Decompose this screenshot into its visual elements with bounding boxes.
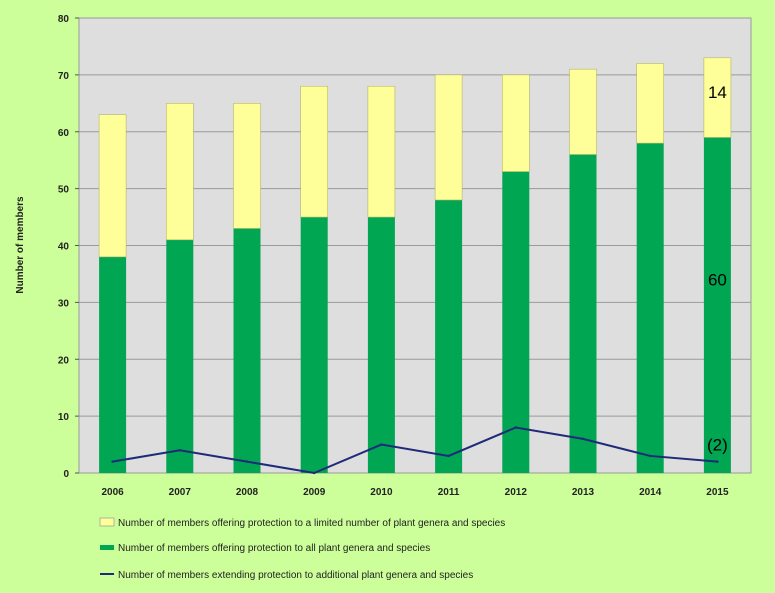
line-point-2011 — [447, 454, 450, 458]
legend-swatch-all — [100, 545, 114, 550]
line-series — [111, 426, 719, 475]
bar-limited-2011 — [434, 74, 463, 201]
x-tick-label-2012: 2012 — [505, 487, 528, 498]
x-tick-label-2008: 2008 — [236, 487, 259, 498]
bar-limited-2007 — [166, 103, 194, 241]
y-tick-label-50: 50 — [58, 185, 70, 196]
bar-all-2015 — [703, 137, 731, 473]
line-point-2014 — [649, 454, 652, 458]
line-point-2012 — [514, 426, 517, 429]
bar-limited-2010 — [367, 85, 396, 218]
legend-label-all: Number of members offering protection to… — [118, 543, 430, 554]
bar-limited-2009 — [300, 85, 329, 218]
y-tick-label-40: 40 — [58, 242, 70, 253]
bar-all-2014 — [636, 143, 664, 473]
bar-limited-2013 — [569, 68, 597, 155]
legend-swatch-limited — [99, 517, 115, 527]
bar-all-2011 — [435, 200, 463, 473]
x-tick-label-2013: 2013 — [572, 487, 595, 498]
x-tick-label-2009: 2009 — [303, 487, 326, 498]
x-axis: 2006 2007 2008 2009 2010 2011 2012 2013 2014 2015 — [101, 487, 728, 498]
y-axis-label: Number of members — [15, 196, 26, 294]
y-tick-label-10: 10 — [58, 412, 70, 423]
y-tick-label-80: 80 — [58, 14, 70, 25]
bar-limited-2012 — [501, 74, 530, 172]
bar-limited-2006 — [98, 114, 127, 258]
x-tick-label-2010: 2010 — [370, 487, 393, 498]
line-point-2008 — [245, 460, 249, 463]
legend-label-limited: Number of members offering protection to… — [118, 518, 505, 529]
y-axis: 0 10 20 30 40 50 60 70 80 — [58, 14, 79, 480]
y-tick-label-30: 30 — [58, 298, 70, 309]
bar-all-2006 — [99, 256, 127, 473]
y-tick-label-20: 20 — [58, 355, 70, 366]
legend-label-additional: Number of members extending protection t… — [118, 570, 473, 581]
line-point-2013 — [581, 437, 585, 441]
annotations: 14 60 (2) — [707, 83, 728, 455]
bar-all-2012 — [502, 171, 530, 473]
bar-limited-2015 — [703, 57, 732, 138]
legend-item-limited: Number of members offering protection to… — [99, 517, 505, 529]
bar-limited-2014 — [636, 63, 665, 144]
bar-all-2007 — [166, 239, 194, 473]
legend-item-additional: Number of members extending protection t… — [100, 570, 473, 581]
x-tick-label-2015: 2015 — [706, 487, 729, 498]
x-tick-label-2007: 2007 — [169, 487, 192, 498]
line-point-2006 — [111, 460, 114, 463]
bar-all-2013 — [569, 154, 597, 473]
legend: Number of members offering protection to… — [99, 517, 505, 581]
bars — [98, 57, 732, 473]
line-point-2015 — [716, 460, 719, 463]
x-tick-label-2011: 2011 — [438, 487, 460, 498]
annotation-2: (2) — [707, 436, 728, 455]
bar-all-2008 — [233, 228, 261, 473]
line-point-2009 — [313, 471, 316, 475]
x-tick-label-2014: 2014 — [639, 487, 662, 498]
bar-all-2009 — [300, 217, 328, 473]
bar-limited-2008 — [233, 103, 261, 229]
legend-item-all: Number of members offering protection to… — [100, 543, 430, 554]
x-tick-label-2006: 2006 — [101, 487, 124, 498]
annotation-0: 14 — [708, 83, 727, 102]
line-additional — [112, 426, 718, 475]
y-tick-label-0: 0 — [63, 469, 69, 480]
bar-all-2010 — [367, 217, 395, 473]
y-tick-label-60: 60 — [58, 128, 70, 139]
line-point-2010 — [380, 443, 383, 446]
annotation-1: 60 — [708, 271, 727, 290]
y-tick-label-70: 70 — [58, 71, 70, 82]
line-point-2007 — [178, 449, 181, 452]
